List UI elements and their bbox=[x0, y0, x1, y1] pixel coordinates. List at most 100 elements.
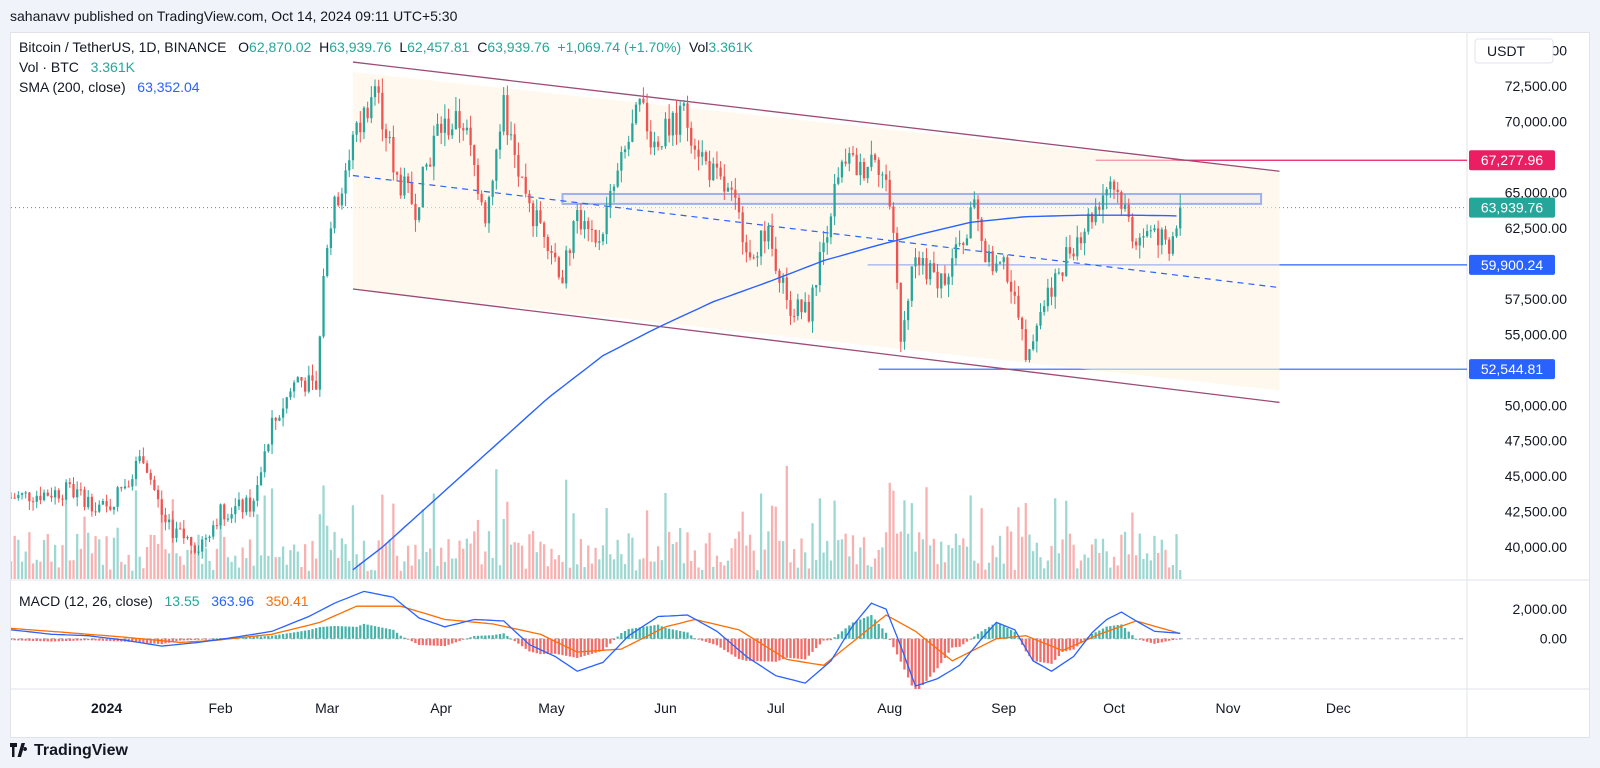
volume-bar bbox=[590, 563, 594, 579]
volume-bar bbox=[362, 540, 366, 579]
volume-bar bbox=[223, 536, 226, 579]
candle bbox=[572, 221, 575, 254]
candle bbox=[193, 545, 196, 553]
candle bbox=[326, 247, 329, 276]
macd-histogram-bar bbox=[789, 638, 792, 659]
candle bbox=[546, 237, 549, 251]
candle bbox=[153, 479, 156, 490]
candle bbox=[182, 528, 185, 539]
volume-bar bbox=[285, 564, 288, 579]
volume-bar bbox=[256, 514, 259, 579]
candle bbox=[101, 501, 105, 505]
price-tick-label: 62,500.00 bbox=[1505, 220, 1567, 236]
volume-bar bbox=[138, 556, 141, 579]
legend-vol-label: Vol bbox=[688, 39, 709, 55]
candle bbox=[734, 189, 737, 198]
candle bbox=[259, 472, 263, 486]
volume-bar bbox=[892, 490, 895, 579]
candle bbox=[24, 492, 27, 494]
macd-histogram-bar bbox=[245, 637, 248, 639]
macd-histogram-bar bbox=[921, 638, 924, 686]
candle bbox=[1175, 228, 1178, 237]
macd-histogram-bar bbox=[134, 638, 138, 643]
price-chart[interactable]: 75,000.0072,500.0070,000.0065,000.0062,5… bbox=[11, 33, 1589, 737]
candle bbox=[634, 104, 638, 124]
legend-change: +1,069.74 (+1.70%) bbox=[557, 39, 682, 55]
candle bbox=[925, 258, 928, 280]
candle bbox=[980, 218, 983, 241]
candle bbox=[642, 98, 645, 103]
candle bbox=[42, 492, 46, 501]
volume-bar bbox=[267, 555, 270, 579]
macd-histogram-bar bbox=[101, 638, 105, 641]
volume-bar bbox=[289, 550, 292, 579]
macd-histogram-bar bbox=[704, 638, 708, 642]
macd-histogram-bar bbox=[1002, 626, 1005, 639]
candle bbox=[252, 500, 255, 512]
candle bbox=[17, 494, 20, 499]
candle bbox=[421, 166, 424, 208]
volume-bar bbox=[561, 561, 564, 579]
macd-histogram-bar bbox=[1043, 638, 1046, 663]
macd-histogram-bar bbox=[554, 638, 557, 654]
macd-histogram-bar bbox=[561, 638, 564, 656]
macd-histogram-bar bbox=[976, 633, 980, 639]
candle bbox=[1168, 239, 1171, 254]
time-tick-label: Aug bbox=[877, 700, 902, 716]
macd-histogram-bar bbox=[465, 638, 469, 640]
macd-histogram-bar bbox=[539, 638, 542, 655]
footer-brand[interactable]: TradingView bbox=[10, 742, 128, 760]
macd-histogram-bar bbox=[601, 638, 605, 651]
macd-histogram-bar bbox=[1157, 638, 1160, 644]
volume-bar bbox=[1006, 526, 1009, 579]
macd-histogram-bar bbox=[1057, 638, 1061, 656]
macd-histogram-bar bbox=[517, 638, 520, 644]
volume-bar bbox=[1116, 565, 1119, 579]
macd-histogram-bar bbox=[344, 626, 347, 639]
volume-bar bbox=[943, 562, 947, 579]
macd-histogram-bar bbox=[987, 626, 991, 639]
macd-histogram-bar bbox=[340, 626, 344, 639]
candle bbox=[693, 145, 697, 150]
macd-histogram-bar bbox=[1072, 638, 1075, 650]
macd-histogram-bar bbox=[1142, 638, 1145, 641]
candle bbox=[535, 210, 538, 227]
currency-label: USDT bbox=[1487, 43, 1526, 59]
macd-histogram-bar bbox=[495, 634, 498, 639]
candle bbox=[756, 256, 759, 258]
candle bbox=[149, 472, 152, 480]
volume-bar bbox=[495, 469, 498, 579]
candle bbox=[620, 152, 623, 171]
candle bbox=[1065, 247, 1068, 276]
volume-bar bbox=[976, 563, 980, 579]
macd-histogram-bar bbox=[1061, 638, 1064, 653]
candle bbox=[131, 479, 134, 487]
candle bbox=[469, 127, 472, 146]
macd-histogram-bar bbox=[322, 626, 325, 639]
candle bbox=[704, 152, 708, 162]
candle bbox=[645, 102, 649, 132]
candle bbox=[910, 266, 913, 301]
macd-histogram-bar bbox=[829, 638, 833, 641]
volume-bar bbox=[987, 562, 991, 579]
volume-bar bbox=[884, 532, 888, 579]
macd-histogram-bar bbox=[326, 626, 329, 639]
candle bbox=[976, 199, 980, 219]
candle bbox=[384, 129, 388, 139]
candle bbox=[914, 257, 917, 267]
macd-histogram-bar bbox=[79, 638, 82, 641]
volume-bar bbox=[300, 567, 303, 579]
price-tick-label: 42,500.00 bbox=[1505, 504, 1567, 520]
candle bbox=[1072, 253, 1075, 257]
volume-bar bbox=[513, 542, 516, 579]
volume-bar bbox=[958, 545, 961, 579]
volume-bar bbox=[506, 501, 509, 579]
legend-vol-btc-label: Vol · BTC bbox=[19, 59, 79, 75]
macd-histogram-bar bbox=[112, 638, 116, 642]
macd-histogram-bar bbox=[1105, 626, 1108, 639]
candle bbox=[866, 166, 869, 179]
volume-bar bbox=[498, 565, 502, 579]
candle bbox=[278, 417, 281, 421]
candle bbox=[53, 490, 57, 498]
candle bbox=[223, 504, 226, 520]
